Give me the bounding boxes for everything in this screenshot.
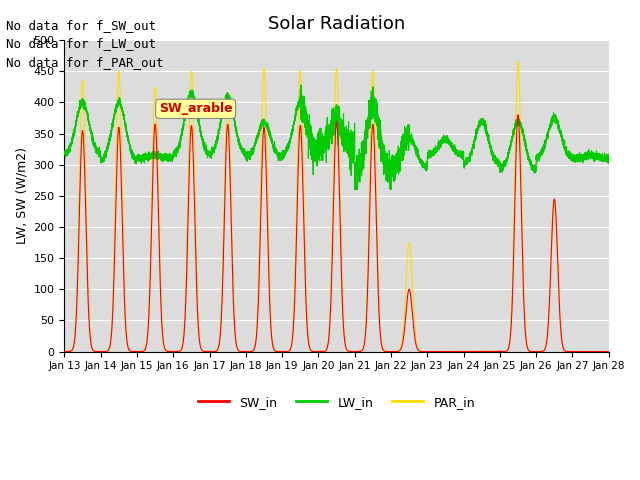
Text: No data for f_LW_out: No data for f_LW_out — [6, 37, 156, 50]
Text: No data for f_PAR_out: No data for f_PAR_out — [6, 56, 164, 69]
Title: Solar Radiation: Solar Radiation — [268, 15, 405, 33]
Legend: SW_in, LW_in, PAR_in: SW_in, LW_in, PAR_in — [193, 391, 480, 414]
Y-axis label: LW, SW (W/m2): LW, SW (W/m2) — [15, 147, 28, 244]
Text: No data for f_SW_out: No data for f_SW_out — [6, 19, 156, 32]
Text: SW_arable: SW_arable — [159, 102, 232, 115]
